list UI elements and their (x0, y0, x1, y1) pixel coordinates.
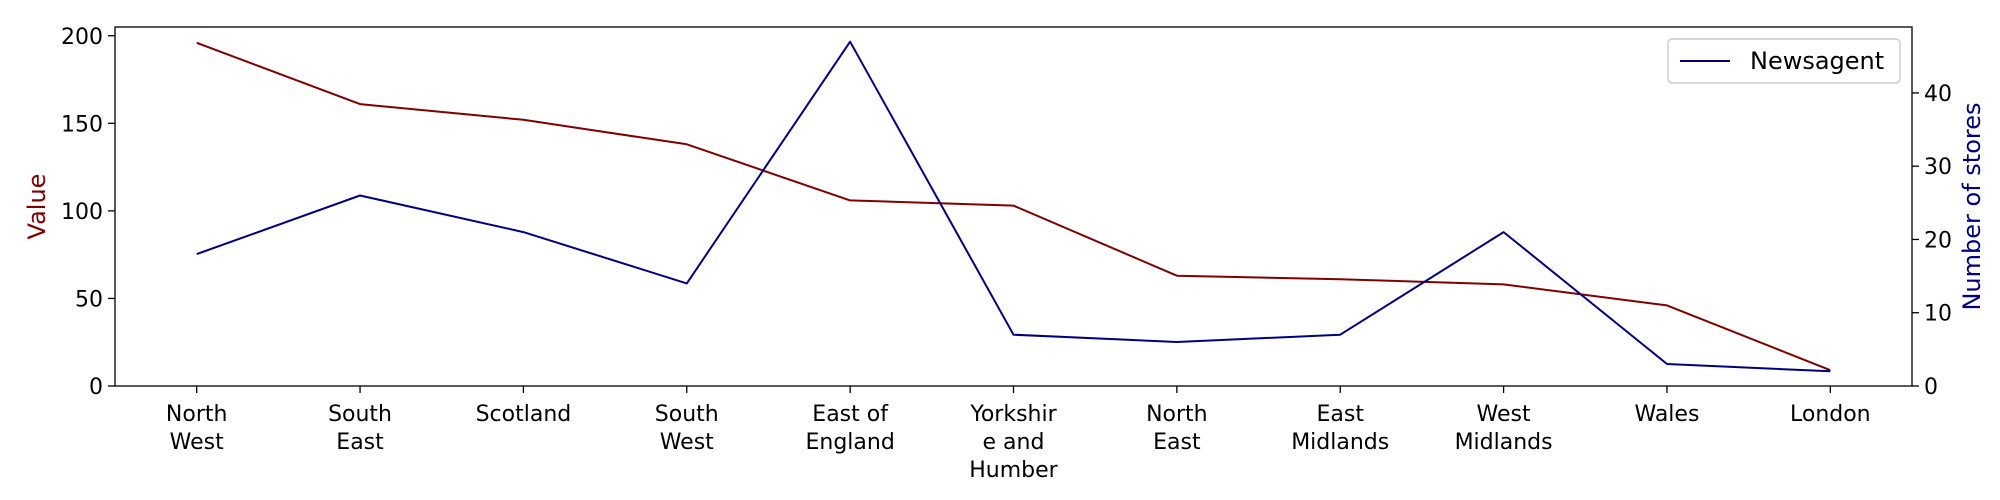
axes: North West South East Scotland South West East … (23, 25, 1986, 483)
left-y-tick-label: 100 (61, 200, 103, 225)
x-tick-label: South West (655, 402, 719, 455)
left-y-tick-label: 150 (61, 112, 103, 137)
left-y-tick-label: 0 (89, 375, 103, 400)
x-tick-label: East of England (805, 402, 894, 455)
right-y-axis-title: Number of stores (1958, 102, 1986, 310)
series-line-value (196, 41, 1831, 372)
right-y-tick-label: 10 (1924, 302, 1952, 327)
left-y-tick-label: 200 (61, 25, 103, 50)
left-y-tick-label: 50 (75, 287, 103, 312)
legend: Newsagent (1667, 38, 1901, 84)
right-y-tick-label: 20 (1924, 228, 1952, 253)
x-tick-label: West Midlands (1455, 402, 1553, 455)
x-tick-label: North East (1146, 402, 1208, 455)
x-tick-label: East Midlands (1291, 402, 1389, 455)
x-tick-label: Wales (1634, 402, 1699, 427)
right-y-tick-label: 0 (1924, 375, 1938, 400)
x-tick-label: London (1790, 402, 1871, 427)
x-tick-label: South East (328, 402, 392, 455)
x-tick-label: Scotland (476, 402, 572, 427)
legend-box (1667, 38, 1901, 84)
right-y-tick-label: 40 (1924, 82, 1952, 107)
x-tick-label: North West (166, 402, 228, 455)
legend-label-newsagent: Newsagent (1750, 47, 1884, 75)
right-y-tick-label: 30 (1924, 155, 1952, 180)
series-line-newsagent (196, 40, 1831, 373)
x-tick-label: Yorkshir e and Humber (969, 402, 1058, 483)
plot-area (196, 40, 1831, 373)
left-y-axis-title: Value (23, 174, 51, 240)
